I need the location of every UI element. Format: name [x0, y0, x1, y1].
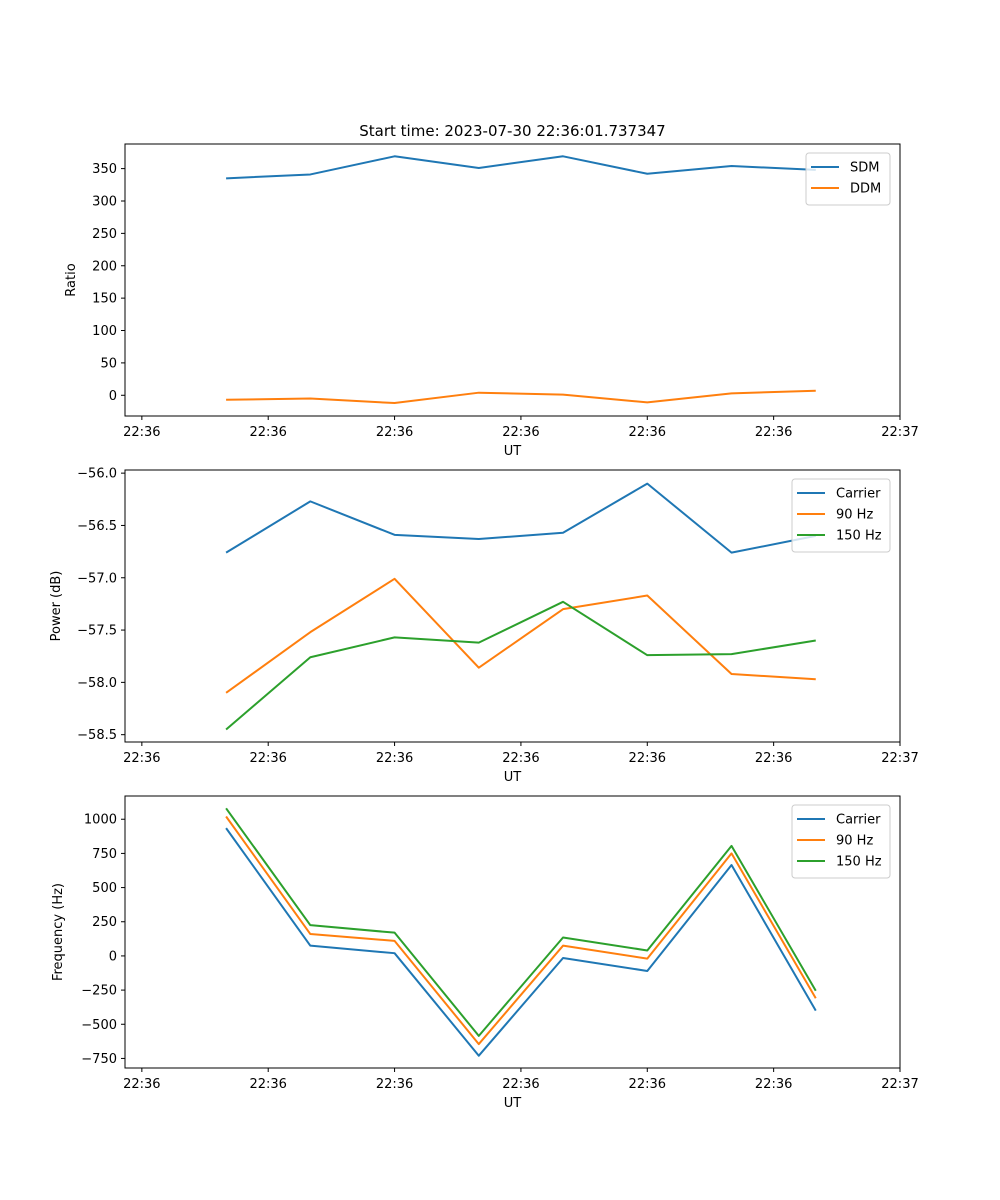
frequency-y-tick-label: 1000 — [84, 813, 117, 828]
frequency-series-line-2 — [225, 807, 817, 1037]
ratio-y-tick-label: 300 — [92, 194, 117, 209]
frequency-y-tick-label: 750 — [92, 847, 117, 862]
power-x-tick-label: 22:37 — [881, 751, 918, 766]
power-x-label: UT — [504, 770, 522, 785]
power-legend-label-0: Carrier — [836, 487, 881, 502]
power-y-tick-label: −57.5 — [77, 624, 117, 639]
ratio-y-label: Ratio — [64, 263, 79, 296]
frequency-y-tick-label: −750 — [81, 1052, 117, 1067]
frequency-x-tick-label: 22:36 — [629, 1077, 666, 1092]
frequency-x-tick-label: 22:36 — [755, 1077, 792, 1092]
frequency-legend-box — [791, 804, 891, 879]
ratio-x-tick-label: 22:36 — [123, 425, 160, 440]
frequency-y-tick-label: −500 — [81, 1018, 117, 1033]
frequency-series-line-1 — [225, 815, 817, 1046]
power-x-tick-label: 22:36 — [123, 751, 160, 766]
power-x-ticks: 22:36 22:36 22:36 22:36 22:36 22:36 22:37 — [123, 742, 919, 766]
ratio-series-line-0 — [226, 155, 816, 180]
frequency-x-tick-label: 22:36 — [376, 1077, 413, 1092]
power-y-tick-label: −58.5 — [77, 728, 117, 743]
ratio-y-tick-label: 250 — [92, 227, 117, 242]
frequency-y-tick-label: −250 — [81, 984, 117, 999]
ratio-y-tick-label: 100 — [92, 324, 117, 339]
power-y-tick-label: −56.0 — [77, 467, 117, 482]
power-x-tick-label: 22:36 — [629, 751, 666, 766]
power-y-tick-label: −57.0 — [77, 571, 117, 586]
ratio-x-tick-label: 22:37 — [881, 425, 918, 440]
power-legend-box — [791, 478, 891, 553]
frequency-legend-label-0: Carrier — [836, 813, 881, 828]
ratio-x-tick-label: 22:36 — [502, 425, 539, 440]
power-legend-label-1: 90 Hz — [836, 508, 873, 523]
frequency-x-tick-label: 22:36 — [249, 1077, 286, 1092]
frequency-y-tick-label: 0 — [109, 949, 117, 964]
frequency-y-label: Frequency (Hz) — [51, 883, 66, 981]
ratio-legend-label-1: DDM — [850, 182, 881, 197]
ratio-x-tick-label: 22:36 — [629, 425, 666, 440]
frequency-x-tick-label: 22:36 — [502, 1077, 539, 1092]
power-series-line-2 — [225, 600, 816, 731]
frequency-y-tick-label: 500 — [92, 881, 117, 896]
power-series-line-0 — [225, 482, 816, 554]
power-y-label: Power (dB) — [49, 571, 64, 642]
ratio-y-ticks: 0 50 100 150 200 250 300 350 — [92, 162, 125, 404]
frequency-y-tick-label: 250 — [92, 915, 117, 930]
subplot-ratio: 22:36 22:36 22:36 22:36 22:36 22:36 22:37 0 50 1… — [64, 143, 919, 459]
ratio-x-tick-label: 22:36 — [249, 425, 286, 440]
subplot-power: 22:36 22:36 22:36 22:36 22:36 22:36 22:37 −58.… — [49, 467, 919, 785]
frequency-x-tick-label: 22:36 — [123, 1077, 160, 1092]
frequency-series-line-0 — [225, 827, 817, 1057]
power-y-tick-label: −58.0 — [77, 676, 117, 691]
power-x-tick-label: 22:36 — [502, 751, 539, 766]
power-y-tick-label: −56.5 — [77, 519, 117, 534]
power-y-ticks: −58.5 −58.0 −57.5 −57.0 −56.5 −56.0 — [77, 467, 125, 743]
ratio-x-tick-label: 22:36 — [376, 425, 413, 440]
ratio-y-tick-label: 350 — [92, 162, 117, 177]
frequency-lines — [225, 807, 817, 1057]
power-lines — [225, 482, 816, 731]
power-series-line-1 — [225, 577, 816, 694]
power-axes-frame — [124, 469, 901, 743]
ratio-series-line-1 — [226, 389, 816, 405]
frequency-legend-label-2: 150 Hz — [836, 855, 882, 870]
power-legend-label-2: 150 Hz — [836, 529, 882, 544]
power-x-tick-label: 22:36 — [249, 751, 286, 766]
ratio-y-tick-label: 50 — [100, 356, 117, 371]
power-x-tick-label: 22:36 — [755, 751, 792, 766]
subplot-frequency: 22:36 22:36 22:36 22:36 22:36 22:36 22:37 −750… — [51, 795, 919, 1111]
ratio-x-label: UT — [504, 444, 522, 459]
ratio-y-tick-label: 200 — [92, 259, 117, 274]
figure-title: Start time: 2023-07-30 22:36:01.737347 — [359, 122, 665, 140]
frequency-y-ticks: −750 −500 −250 0 250 500 750 1000 — [81, 813, 125, 1067]
ratio-y-tick-label: 150 — [92, 292, 117, 307]
ratio-lines — [226, 155, 816, 405]
frequency-legend: Carrier 90 Hz 150 Hz — [791, 804, 891, 879]
frequency-legend-label-1: 90 Hz — [836, 834, 873, 849]
frequency-x-label: UT — [504, 1096, 522, 1111]
frequency-x-tick-label: 22:37 — [881, 1077, 918, 1092]
ratio-legend-label-0: SDM — [850, 161, 879, 176]
power-legend: Carrier 90 Hz 150 Hz — [791, 478, 891, 553]
frequency-x-ticks: 22:36 22:36 22:36 22:36 22:36 22:36 22:37 — [123, 1068, 919, 1092]
ratio-legend: SDM DDM — [805, 152, 891, 206]
ratio-x-ticks: 22:36 22:36 22:36 22:36 22:36 22:36 22:37 — [123, 416, 919, 440]
power-x-tick-label: 22:36 — [376, 751, 413, 766]
ratio-axes-frame — [124, 143, 901, 417]
ratio-y-tick-label: 0 — [109, 389, 117, 404]
frequency-axes-frame — [124, 795, 901, 1069]
ratio-x-tick-label: 22:36 — [755, 425, 792, 440]
